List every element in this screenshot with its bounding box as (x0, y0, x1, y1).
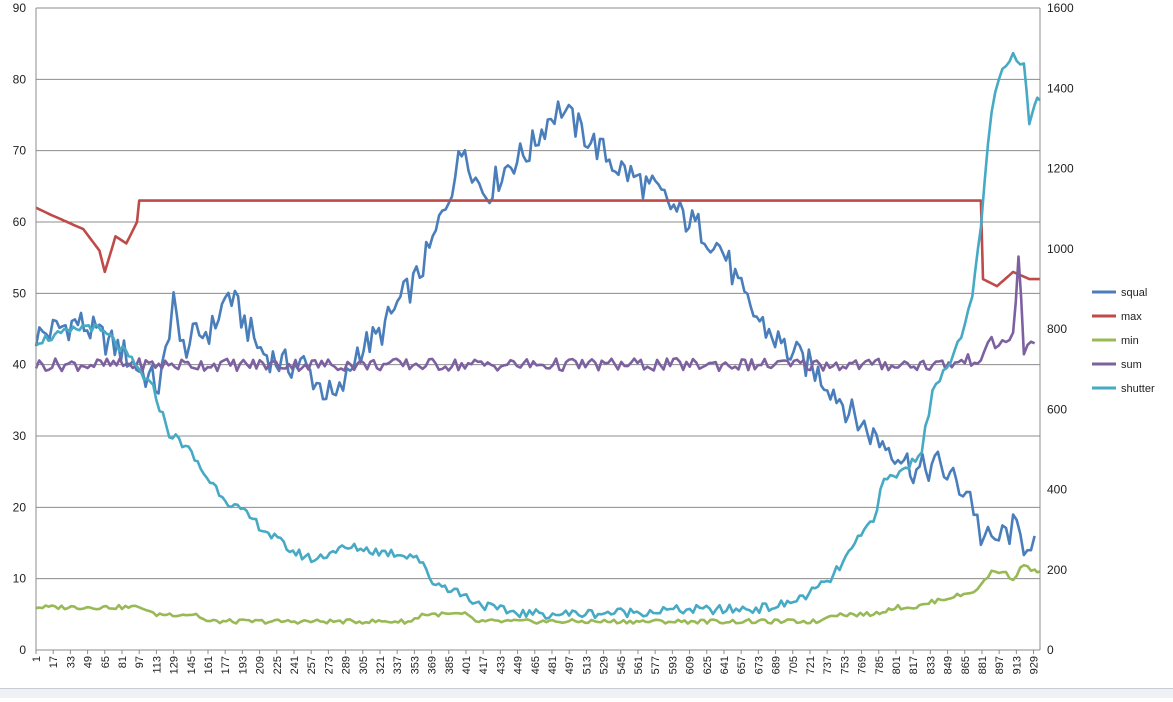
x-tick-label: 833 (925, 656, 937, 674)
y-left-tick-label: 70 (13, 144, 27, 158)
x-tick-label: 465 (530, 656, 542, 674)
x-tick-label: 881 (977, 656, 989, 674)
x-tick-label: 577 (650, 656, 662, 674)
x-tick-label: 721 (805, 656, 817, 674)
x-tick-label: 81 (117, 656, 129, 668)
x-tick-label: 769 (857, 656, 869, 674)
x-tick-label: 1 (31, 656, 43, 662)
y-right-tick-label: 400 (1047, 483, 1067, 497)
x-tick-label: 177 (220, 656, 232, 674)
x-tick-label: 17 (48, 656, 60, 668)
x-tick-label: 49 (83, 656, 95, 668)
y-right-tick-label: 1600 (1047, 1, 1074, 15)
x-tick-label: 865 (960, 656, 972, 674)
y-right-tick-label: 600 (1047, 402, 1067, 416)
x-tick-label: 257 (306, 656, 318, 674)
y-left-tick-label: 20 (13, 500, 27, 514)
x-tick-label: 33 (65, 656, 77, 668)
x-tick-label: 913 (1011, 656, 1023, 674)
x-tick-label: 929 (1029, 656, 1041, 674)
x-tick-label: 673 (753, 656, 765, 674)
x-tick-label: 561 (633, 656, 645, 674)
y-left-tick-label: 30 (13, 429, 27, 443)
x-tick-label: 209 (255, 656, 267, 674)
y-left-tick-label: 40 (13, 358, 27, 372)
y-right-tick-label: 1200 (1047, 162, 1074, 176)
x-tick-label: 497 (564, 656, 576, 674)
y-right-tick-label: 200 (1047, 563, 1067, 577)
x-tick-label: 849 (943, 656, 955, 674)
series-line-min (35, 563, 1041, 625)
series-line-max (35, 199, 1040, 288)
y-right-tick-label: 1400 (1047, 81, 1074, 95)
x-tick-label: 817 (908, 656, 920, 674)
x-tick-label: 897 (994, 656, 1006, 674)
x-tick-label: 545 (616, 656, 628, 674)
x-tick-label: 705 (788, 656, 800, 674)
legend-label-shutter: shutter (1121, 383, 1155, 395)
x-tick-label: 417 (478, 656, 490, 674)
x-tick-label: 193 (237, 656, 249, 674)
legend-label-min: min (1121, 335, 1139, 347)
x-tick-label: 529 (599, 656, 611, 674)
x-tick-label: 321 (375, 656, 387, 674)
x-tick-label: 241 (289, 656, 301, 674)
x-tick-label: 225 (272, 656, 284, 674)
x-tick-label: 161 (203, 656, 215, 674)
x-tick-label: 289 (341, 656, 353, 674)
x-tick-label: 433 (495, 656, 507, 674)
x-tick-label: 641 (719, 656, 731, 674)
x-tick-label: 481 (547, 656, 559, 674)
y-left-tick-label: 90 (13, 1, 27, 15)
x-tick-label: 401 (461, 656, 473, 674)
y-left-tick-label: 50 (13, 286, 27, 300)
x-tick-label: 129 (169, 656, 181, 674)
x-tick-label: 785 (874, 656, 886, 674)
x-tick-label: 801 (891, 656, 903, 674)
x-tick-label: 625 (702, 656, 714, 674)
y-left-tick-label: 80 (13, 72, 27, 86)
y-left-tick-label: 60 (13, 215, 27, 229)
legend: squal max min sum shutter (1092, 287, 1155, 395)
x-tick-label: 65 (100, 656, 112, 668)
y-left-tick-label: 0 (19, 643, 26, 657)
x-tick-label: 369 (427, 656, 439, 674)
x-tick-label: 385 (444, 656, 456, 674)
x-tick-label: 145 (186, 656, 198, 674)
x-tick-label: 337 (392, 656, 404, 674)
x-tick-label: 97 (134, 656, 146, 668)
y-left-tick-label: 10 (13, 572, 27, 586)
y-right-tick-label: 1000 (1047, 242, 1074, 256)
legend-label-sum: sum (1121, 359, 1142, 371)
series-line-sum (34, 255, 1036, 373)
x-tick-label: 305 (358, 656, 370, 674)
legend-label-max: max (1121, 311, 1142, 323)
y-right-tick-label: 800 (1047, 322, 1067, 336)
series-line-shutter (35, 51, 1041, 620)
x-tick-label: 353 (409, 656, 421, 674)
x-tick-label: 113 (151, 656, 163, 674)
worksheet-strip (0, 688, 1173, 698)
x-tick-label: 609 (685, 656, 697, 674)
axes: 0 10 20 30 40 50 60 70 80 90 0 200 400 600 800 1000 1200… (13, 1, 1074, 674)
x-tick-label: 513 (581, 656, 593, 674)
legend-label-squal: squal (1121, 287, 1147, 299)
x-tick-label: 737 (822, 656, 834, 674)
x-tick-label: 273 (323, 656, 335, 674)
grid-lines (36, 7, 1040, 651)
x-tick-label: 449 (513, 656, 525, 674)
series-line-squal (34, 100, 1036, 557)
x-tick-label: 753 (839, 656, 851, 674)
x-tick-label: 593 (667, 656, 679, 674)
x-tick-label: 689 (771, 656, 783, 674)
x-tick-label: 657 (736, 656, 748, 674)
series-lines (34, 51, 1041, 625)
y-right-tick-label: 0 (1047, 643, 1054, 657)
